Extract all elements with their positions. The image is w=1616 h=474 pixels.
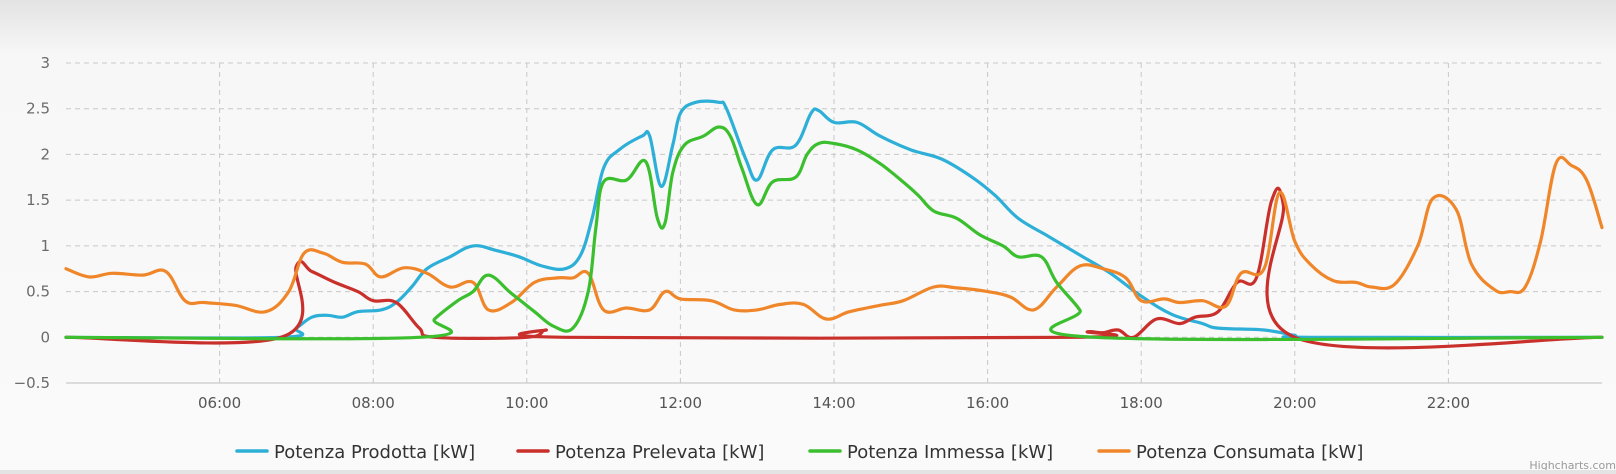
- y-tick-label: 1: [40, 237, 50, 255]
- credits-text[interactable]: Highcharts.com: [1529, 459, 1616, 472]
- y-tick-label: −0.5: [14, 374, 50, 392]
- legend-item-consumata[interactable]: Potenza Consumata [kW]: [1097, 442, 1363, 463]
- y-tick-label: 0: [40, 328, 50, 346]
- series-lines: [64, 99, 1604, 350]
- x-tick-label: 08:00: [352, 394, 395, 412]
- legend-item-prodotta[interactable]: Potenza Prodotta [kW]: [235, 442, 475, 463]
- x-tick-label: 20:00: [1273, 394, 1316, 412]
- legend-label: Potenza Consumata [kW]: [1136, 442, 1363, 463]
- x-tick-label: 12:00: [659, 394, 702, 412]
- x-tick-label: 18:00: [1120, 394, 1163, 412]
- y-axis-labels: 3 2.5 2 1.5 1 0.5 0 −0.5: [14, 54, 50, 392]
- y-tick-label: 0.5: [26, 283, 50, 301]
- x-axis-labels: 06:00 08:00 10:00 12:00 14:00 16:00 18:00 20:00…: [198, 394, 1470, 412]
- legend-item-immessa[interactable]: Potenza Immessa [kW]: [808, 442, 1053, 463]
- legend[interactable]: Potenza Prodotta [kW] Potenza Prelevata […: [235, 442, 1363, 463]
- y-tick-label: 2.5: [26, 100, 50, 118]
- x-tick-label: 16:00: [966, 394, 1009, 412]
- y-tick-label: 2: [40, 145, 50, 163]
- legend-label: Potenza Immessa [kW]: [847, 442, 1053, 463]
- legend-label: Potenza Prelevata [kW]: [555, 442, 764, 463]
- y-tick-label: 1.5: [26, 191, 50, 209]
- x-tick-label: 10:00: [505, 394, 548, 412]
- series-line-prelevata: [64, 186, 1604, 350]
- series-line-consumata: [64, 155, 1604, 321]
- series-line-immessa: [64, 125, 1604, 342]
- x-tick-label: 14:00: [812, 394, 855, 412]
- legend-item-prelevata[interactable]: Potenza Prelevata [kW]: [516, 442, 764, 463]
- legend-label: Potenza Prodotta [kW]: [274, 442, 475, 463]
- y-tick-label: 3: [40, 54, 50, 72]
- x-tick-label: 06:00: [198, 394, 241, 412]
- x-tick-label: 22:00: [1427, 394, 1470, 412]
- series-line-prodotta: [64, 99, 1604, 340]
